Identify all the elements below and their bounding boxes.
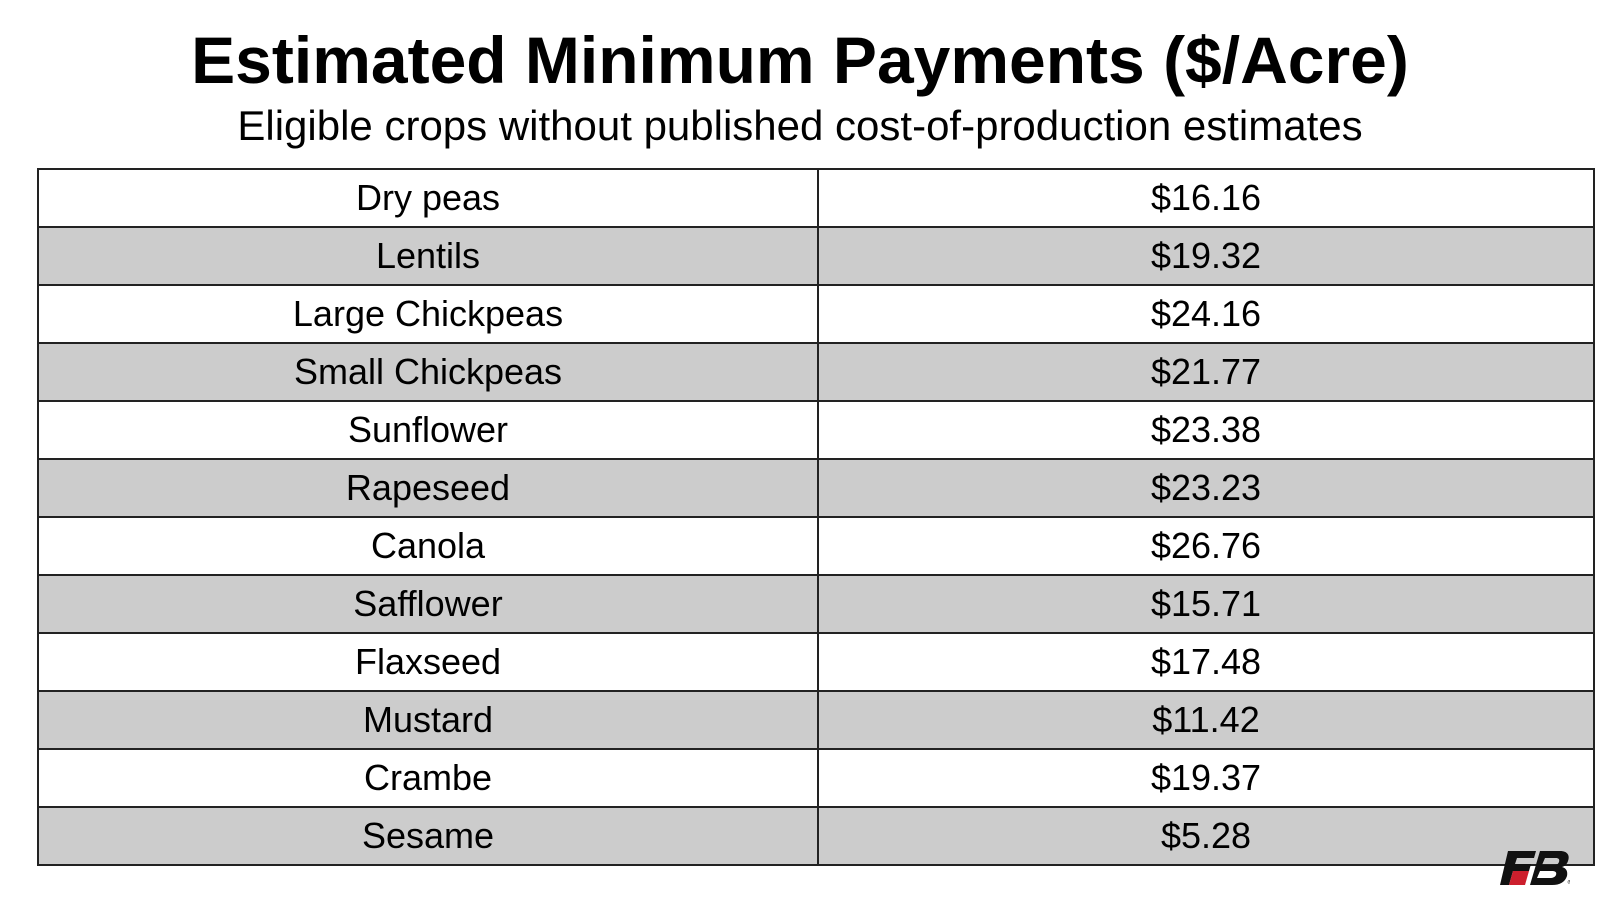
- payment-value-cell: $26.76: [817, 516, 1595, 576]
- table-row: Flaxseed $17.48: [37, 632, 1595, 692]
- table-row: Lentils $19.32: [37, 226, 1595, 286]
- table-row: Sunflower $23.38: [37, 400, 1595, 460]
- crop-name-cell: Large Chickpeas: [37, 284, 819, 344]
- payment-value-cell: $24.16: [817, 284, 1595, 344]
- crop-name-cell: Lentils: [37, 226, 819, 286]
- table-row: Rapeseed $23.23: [37, 458, 1595, 518]
- crop-name-cell: Flaxseed: [37, 632, 819, 692]
- crop-name-cell: Safflower: [37, 574, 819, 634]
- table-row: Dry peas $16.16: [37, 168, 1595, 228]
- payments-table-container: Dry peas $16.16 Lentils $19.32 Large Chickpe…: [37, 168, 1595, 866]
- payment-value-cell: $16.16: [817, 168, 1595, 228]
- payments-table: Dry peas $16.16 Lentils $19.32 Large Chickpe…: [37, 168, 1595, 866]
- crop-name-cell: Small Chickpeas: [37, 342, 819, 402]
- crop-name-cell: Sesame: [37, 806, 819, 866]
- payments-table-body: Dry peas $16.16 Lentils $19.32 Large Chickpe…: [37, 168, 1595, 866]
- table-row: Crambe $19.37: [37, 748, 1595, 808]
- page-subtitle: Eligible crops without published cost-of…: [237, 102, 1363, 149]
- table-row: Safflower $15.71: [37, 574, 1595, 634]
- crop-name-cell: Sunflower: [37, 400, 819, 460]
- payment-value-cell: $19.37: [817, 748, 1595, 808]
- table-row: Mustard $11.42: [37, 690, 1595, 750]
- crop-name-cell: Crambe: [37, 748, 819, 808]
- payment-value-cell: $23.23: [817, 458, 1595, 518]
- payment-value-cell: $21.77: [817, 342, 1595, 402]
- table-row: Small Chickpeas $21.77: [37, 342, 1595, 402]
- crop-name-cell: Dry peas: [37, 168, 819, 228]
- payment-value-cell: $19.32: [817, 226, 1595, 286]
- crop-name-cell: Rapeseed: [37, 458, 819, 518]
- payment-value-cell: $5.28: [817, 806, 1595, 866]
- payment-value-cell: $17.48: [817, 632, 1595, 692]
- table-row: Large Chickpeas $24.16: [37, 284, 1595, 344]
- crop-name-cell: Mustard: [37, 690, 819, 750]
- payment-value-cell: $15.71: [817, 574, 1595, 634]
- svg-text:®: ®: [1567, 879, 1570, 885]
- fb-logo-icon: ®: [1500, 851, 1570, 885]
- crop-name-cell: Canola: [37, 516, 819, 576]
- payment-value-cell: $11.42: [817, 690, 1595, 750]
- payment-value-cell: $23.38: [817, 400, 1595, 460]
- table-row: Sesame $5.28: [37, 806, 1595, 866]
- page-title: Estimated Minimum Payments ($/Acre): [191, 23, 1409, 97]
- table-row: Canola $26.76: [37, 516, 1595, 576]
